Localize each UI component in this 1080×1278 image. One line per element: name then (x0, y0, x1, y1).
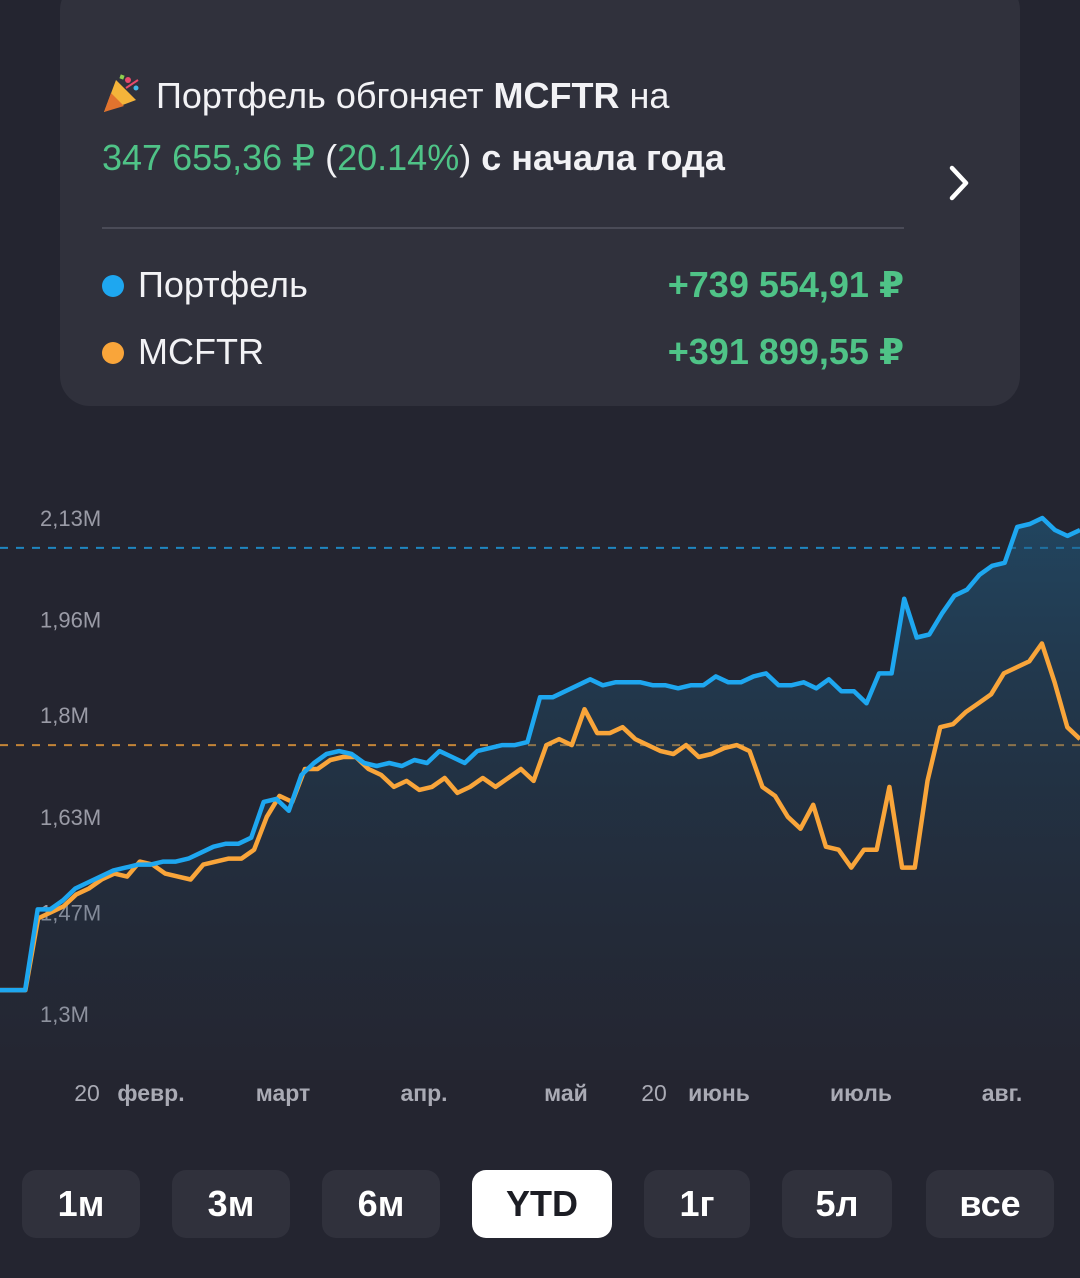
chevron-right-icon[interactable] (944, 162, 974, 204)
paren-close: ) (459, 137, 472, 178)
range-button[interactable]: 6м (322, 1170, 440, 1238)
x-tick-label: март (256, 1080, 311, 1106)
x-tick-label: май (544, 1080, 588, 1106)
x-tick-label: 20 (74, 1080, 100, 1106)
y-tick-label: 1,8M (40, 703, 89, 728)
divider (102, 227, 904, 229)
paren-open: ( (325, 137, 338, 178)
range-selector: 1м 3м 6м YTD 1г 5л все (0, 1170, 1080, 1240)
period-text: с начала года (481, 137, 725, 178)
x-tick-label: апр. (400, 1080, 447, 1106)
portfolio-dot (102, 275, 124, 297)
portfolio-line (0, 515, 1080, 993)
legend-mcftr-name: MCFTR (138, 331, 264, 372)
y-tick-label: 2,13M (40, 506, 101, 531)
legend-portfolio: Портфель +739 554,91 ₽ (102, 260, 904, 310)
range-button[interactable]: 3м (172, 1170, 290, 1238)
range-button[interactable]: 1г (644, 1170, 750, 1238)
x-tick-label: авг. (982, 1080, 1023, 1106)
legend-portfolio-name: Портфель (138, 264, 308, 305)
summary-text-on: на (629, 75, 670, 116)
diff-amount: 347 655,36 ₽ (102, 137, 316, 178)
range-button[interactable]: все (926, 1170, 1054, 1238)
legend-mcftr: MCFTR +391 899,55 ₽ (102, 327, 904, 377)
portfolio-area-fill (0, 518, 1080, 1070)
summary-headline: Портфель обгоняет MCFTR на 347 655,36 ₽ … (102, 68, 922, 186)
range-button[interactable]: 5л (782, 1170, 892, 1238)
y-tick-label: 1,96M (40, 608, 101, 633)
range-button[interactable]: YTD (472, 1170, 612, 1238)
summary-card[interactable]: Портфель обгоняет MCFTR на 347 655,36 ₽ … (60, 0, 1020, 406)
y-tick-label: 1,63M (40, 805, 101, 830)
x-tick-label: июнь (688, 1080, 750, 1106)
party-popper-icon (102, 74, 146, 130)
mcftr-line (0, 641, 1080, 993)
x-tick-label: 20 (641, 1080, 667, 1106)
benchmark-name: MCFTR (493, 75, 620, 116)
range-button[interactable]: 1м (22, 1170, 140, 1238)
legend-mcftr-value: +391 899,55 ₽ (667, 331, 904, 372)
diff-percent: 20.14% (337, 137, 460, 178)
mcftr-dot (102, 342, 124, 364)
summary-text: Портфель обгоняет (156, 75, 484, 116)
x-tick-label: февр. (117, 1080, 184, 1106)
x-tick-label: июль (830, 1080, 892, 1106)
legend-portfolio-value: +739 554,91 ₽ (667, 264, 904, 305)
